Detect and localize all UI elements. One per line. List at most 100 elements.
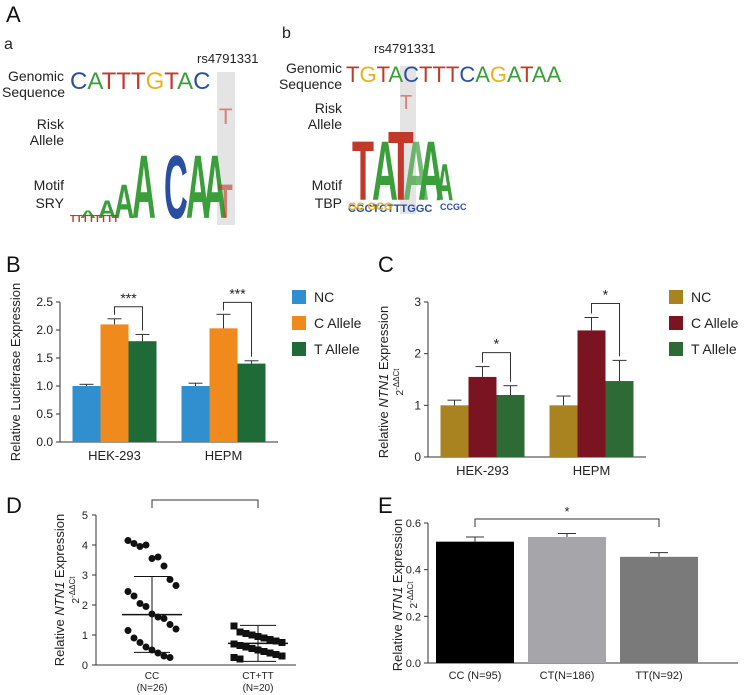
chart-c: 0 1 2 3 HEK-293 HEPM * * NC C Allele T Allele Relat… — [376, 287, 739, 478]
data-point — [124, 627, 132, 634]
svg-text:T: T — [352, 125, 374, 219]
legend-label: NC — [691, 289, 711, 305]
x-tick-label: HEPM — [573, 463, 611, 477]
data-point — [260, 648, 268, 655]
y-tick-label: 0.2 — [406, 611, 421, 623]
significance-bracket — [591, 303, 620, 357]
risk-allele-label-a: Risk Allele — [29, 116, 64, 148]
y-tick-label: 2 — [414, 347, 421, 361]
data-point — [248, 631, 256, 639]
x-tick-label: CC (N=95) — [449, 670, 502, 682]
data-point — [272, 637, 280, 645]
bar — [440, 405, 469, 457]
svg-text:TTTTTTTT: TTTTTTTT — [70, 214, 119, 225]
sequence-base: T — [101, 68, 117, 95]
chart-e: 0.0 0.2 0.4 0.6 CC (N=95) CT(N=186) TT(N=92) * R… — [390, 504, 738, 682]
significance-bracket — [482, 352, 511, 382]
risk-allele-label-b: Risk Allele — [307, 100, 342, 132]
genomic-sequence-label-a: Genomic Sequence — [2, 68, 66, 100]
data-point — [230, 622, 238, 630]
bar — [72, 386, 101, 442]
y-axis-unit: 2-ΔΔCt — [392, 368, 406, 396]
sequence-base: T — [520, 62, 532, 87]
sequence-base: A — [546, 62, 562, 87]
svg-text:2-ΔΔCt: 2-ΔΔCt — [392, 368, 406, 396]
data-point — [160, 652, 168, 660]
sequence-base: C — [70, 68, 88, 95]
bar — [128, 341, 157, 442]
svg-text:CCGC: CCGC — [440, 202, 467, 212]
svg-text:CGCTCTTTGGC: CGCTCTTTGGC — [348, 203, 432, 215]
data-point — [266, 636, 274, 643]
y-axis-unit: 2-ΔΔCt — [68, 576, 82, 604]
legend-label: NC — [314, 289, 334, 305]
svg-text:A: A — [203, 138, 227, 238]
y-tick-label: 3 — [82, 570, 88, 582]
sequence-base: A — [475, 62, 490, 87]
data-point — [242, 643, 250, 651]
sequence-base: C — [403, 62, 419, 87]
data-point — [142, 643, 150, 651]
snp-label-b: rs4791331 — [374, 41, 436, 56]
legend-swatch — [669, 290, 683, 304]
y-tick-label: 0.0 — [406, 658, 421, 670]
legend-label: C Allele — [691, 315, 739, 331]
significance-label: * — [564, 504, 569, 519]
svg-text:GC GCG: GC GCG — [348, 201, 393, 213]
x-tick-label: HEPM — [205, 448, 243, 463]
sequence-base: A — [507, 62, 521, 87]
genomic-sequence-label-b: Genomic Sequence — [278, 60, 342, 92]
x-tick-label: CC — [145, 671, 159, 682]
data-point — [272, 651, 280, 658]
sequence-base: G — [489, 62, 508, 87]
svg-text:Relative NTN1 Expression: Relative NTN1 Expression — [376, 306, 391, 458]
y-tick-label: 1.5 — [36, 351, 53, 365]
x-tick-label: TT(N=92) — [635, 670, 682, 682]
bar — [468, 376, 497, 457]
legend-label: C Allele — [314, 315, 362, 331]
data-point — [278, 639, 286, 646]
data-point — [142, 603, 150, 610]
y-tick-label: 1.0 — [36, 379, 53, 393]
legend-swatch — [292, 290, 306, 304]
data-point — [130, 592, 138, 600]
panel-label-b: B — [6, 252, 21, 277]
svg-text:A: A — [372, 125, 398, 219]
bar — [496, 395, 525, 457]
legend-swatch — [292, 316, 306, 330]
legend-label: T Allele — [314, 341, 360, 357]
sequence-base: T — [116, 68, 131, 95]
svg-text:A: A — [186, 138, 210, 238]
bar — [528, 537, 606, 663]
sequence-base: T — [432, 62, 446, 87]
data-point — [236, 642, 244, 649]
sequence-base: G — [145, 68, 165, 95]
y-tick-label: 0 — [82, 660, 88, 672]
sequence-logo-tbp: T A T A A A CGCTCTTTGGC GC GCG CCGC — [348, 112, 467, 221]
y-tick-label: 1 — [414, 398, 421, 412]
svg-text:A: A — [98, 196, 116, 224]
x-tick-label: HEK-293 — [88, 448, 141, 463]
data-point — [278, 652, 286, 660]
significance-bracket — [223, 301, 252, 357]
data-point — [236, 628, 244, 636]
sequence-base: A — [87, 68, 102, 95]
chart-b: 0.0 0.5 1.0 1.5 2.0 2.5 HEK-293 HEPM *** *** NC C A… — [8, 283, 362, 463]
data-point — [154, 649, 162, 657]
sequence-base: T — [445, 62, 460, 87]
panel-label-a: A — [6, 2, 21, 27]
y-tick-label: 5 — [82, 510, 88, 522]
bar — [209, 328, 238, 442]
y-tick-label: 0.4 — [406, 565, 421, 577]
y-axis-label: Relative Luciferase Expression — [8, 283, 23, 461]
data-point — [124, 537, 132, 544]
chart-d: 0 1 2 3 4 5 CC(N=26) CT+TT(N=20) ** Relative NTN1… — [52, 495, 296, 694]
legend-swatch — [669, 316, 683, 330]
svg-text:A: A — [436, 152, 453, 211]
legend-swatch — [669, 342, 683, 356]
bar — [436, 541, 514, 663]
data-point — [166, 621, 174, 628]
data-point — [236, 655, 244, 663]
svg-text:A: A — [80, 208, 96, 221]
sequence-base: T — [346, 62, 360, 87]
